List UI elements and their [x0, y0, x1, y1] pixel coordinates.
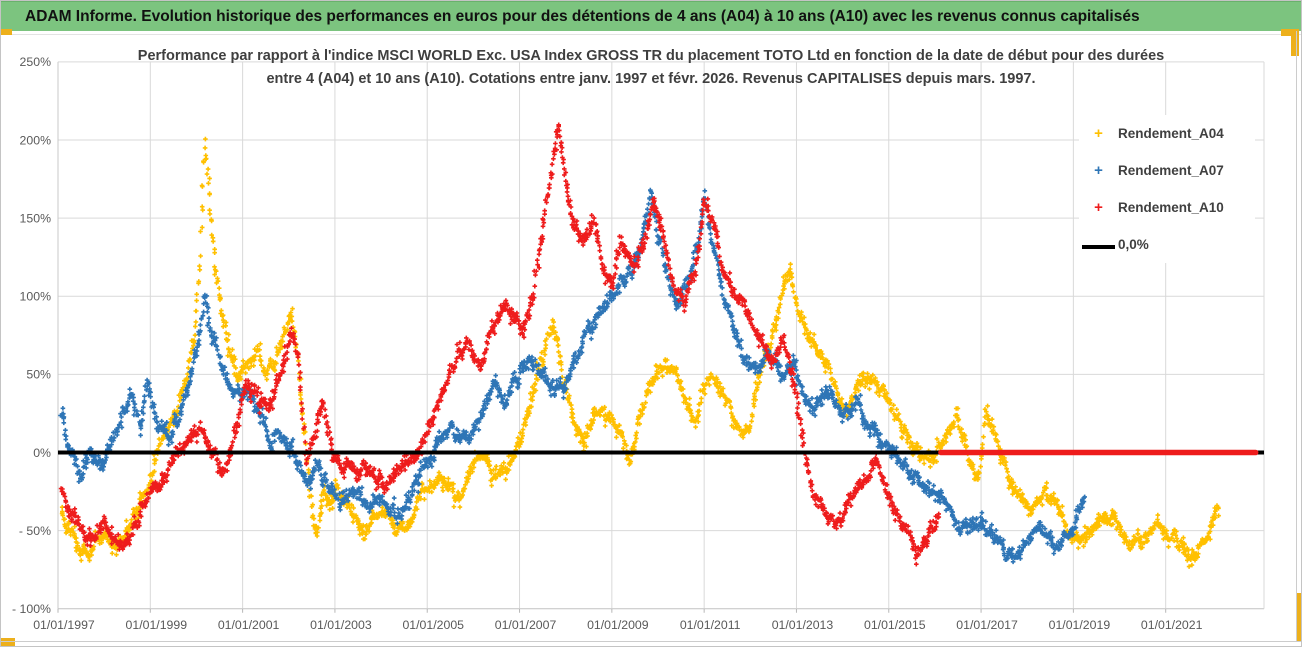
x-tick-label: 01/01/2015 — [864, 618, 926, 632]
header-bar: ADAM Informe. Evolution historique des p… — [1, 1, 1301, 31]
legend-label: Rendement_A07 — [1118, 163, 1224, 178]
header-title: ADAM Informe. Evolution historique des p… — [25, 8, 1140, 25]
legend-item-rendement-a04[interactable]: + Rendement_A04 — [1079, 115, 1255, 152]
plus-marker-icon: + — [1094, 125, 1103, 142]
y-tick-label: 200% — [20, 133, 52, 147]
x-tick-label: 01/01/2007 — [495, 618, 557, 632]
axis-labels: 250% 200% 150% 100% 50% 0% - 50% - 100% 01/01/19… — [12, 55, 1203, 632]
x-tick-label: 01/01/2005 — [402, 618, 464, 632]
x-tick-label: 01/01/2013 — [772, 618, 834, 632]
y-tick-label: - 50% — [19, 524, 51, 538]
zero-line-swatch — [1082, 244, 1115, 249]
legend-item-rendement-a07[interactable]: + Rendement_A07 — [1079, 152, 1255, 189]
x-tick-label: 01/01/1997 — [33, 618, 95, 632]
series-rendement_a04[interactable] — [59, 136, 1221, 569]
series-rendement_a07[interactable] — [58, 187, 1087, 565]
y-tick-label: 150% — [20, 211, 52, 225]
x-tick-label: 01/01/2003 — [310, 618, 372, 632]
y-tick-label: 50% — [26, 368, 51, 382]
x-tick-label: 01/01/2009 — [587, 618, 649, 632]
window-edge-bottom — [1, 641, 1301, 642]
x-tick-label: 01/01/2021 — [1141, 618, 1203, 632]
legend-label: Rendement_A04 — [1118, 126, 1224, 141]
window-edge-right — [1296, 31, 1297, 642]
x-tick-label: 01/01/2017 — [956, 618, 1018, 632]
selection-handle-top-right[interactable] — [1281, 29, 1299, 36]
legend-item-zero-line[interactable]: 0,0% — [1079, 226, 1255, 263]
chart-legend: + Rendement_A04 + Rendement_A07 + Rendem… — [1079, 115, 1255, 263]
x-tick-label: 01/01/2001 — [218, 618, 280, 632]
x-tick-label: 01/01/1999 — [126, 618, 188, 632]
selection-handle-top-left[interactable] — [1, 29, 12, 35]
legend-item-rendement-a10[interactable]: + Rendement_A10 — [1079, 189, 1255, 226]
y-tick-label: - 100% — [12, 602, 51, 616]
plus-marker-icon: + — [1094, 162, 1103, 179]
selection-handle-bottom-right-side[interactable] — [1297, 593, 1301, 642]
selection-handle-top-right-side[interactable] — [1291, 29, 1299, 56]
series-rendement_a10[interactable] — [58, 122, 942, 567]
y-tick-label: 0% — [33, 446, 51, 460]
y-tick-label: 250% — [20, 55, 52, 69]
selection-handle-bottom-left[interactable] — [1, 638, 15, 646]
legend-label: Rendement_A10 — [1118, 200, 1224, 215]
x-tick-label: 01/01/2019 — [1049, 618, 1111, 632]
x-tick-label: 01/01/2011 — [680, 618, 741, 632]
plus-marker-icon: + — [1094, 199, 1103, 216]
y-tick-label: 100% — [20, 290, 52, 304]
header-divider — [1, 34, 1301, 35]
legend-label: 0,0% — [1118, 237, 1149, 252]
